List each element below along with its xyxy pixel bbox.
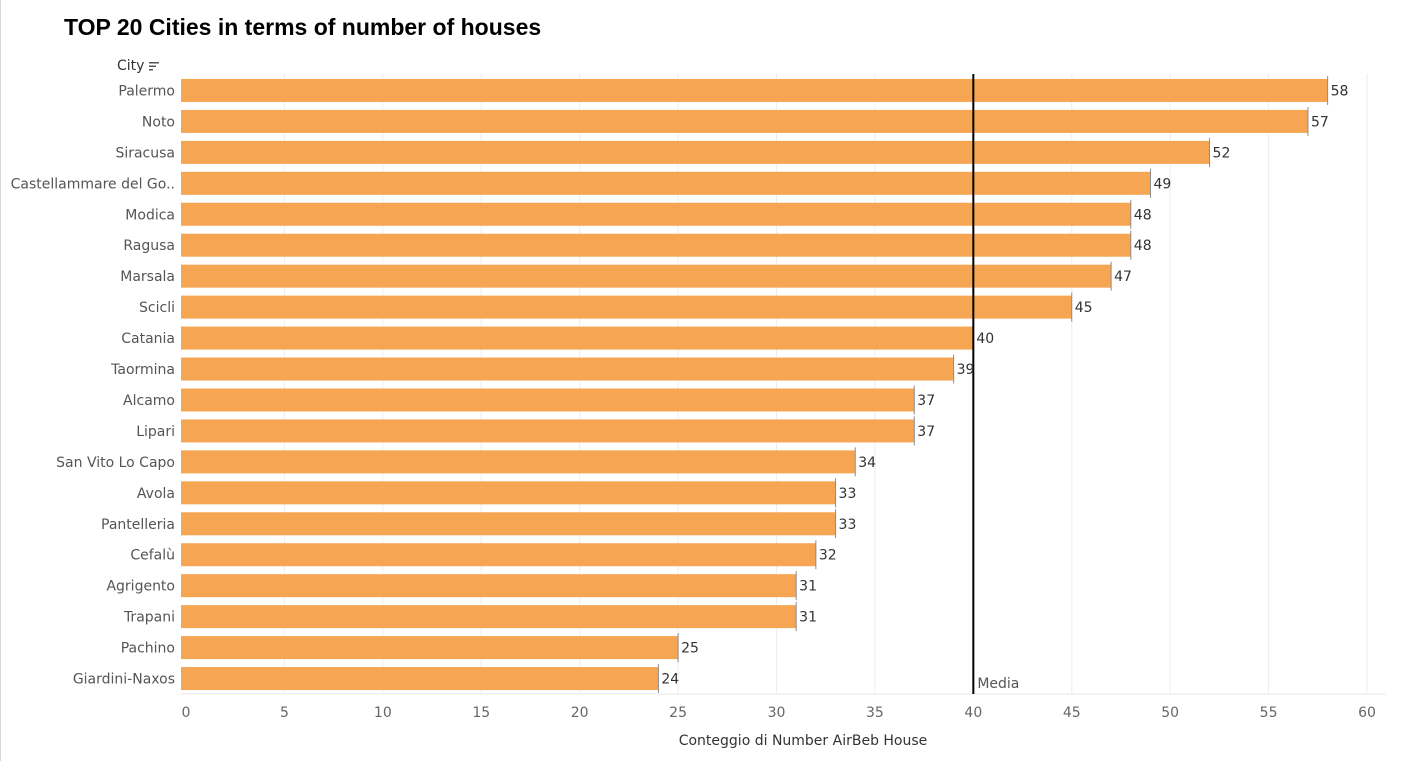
x-tick-label: 0 — [182, 705, 191, 721]
category-label: Siracusa — [115, 145, 175, 161]
row-header-city[interactable]: City — [117, 58, 144, 74]
bar[interactable] — [181, 357, 954, 381]
bars-layer — [181, 75, 1329, 694]
bar[interactable] — [181, 636, 679, 660]
data-label: 58 — [1331, 83, 1349, 99]
bar[interactable] — [181, 667, 659, 691]
category-label: Trapani — [123, 610, 175, 626]
x-tick-label: 35 — [866, 705, 884, 721]
category-label: Avola — [137, 486, 175, 502]
category-label: Castellammare del Go.. — [11, 176, 175, 192]
data-label: 31 — [799, 579, 817, 595]
chart-title: TOP 20 Cities in terms of number of hous… — [64, 14, 542, 40]
left-border — [0, 0, 1, 761]
category-label: Alcamo — [123, 393, 175, 409]
category-label: Catania — [121, 331, 175, 347]
data-label: 33 — [839, 517, 857, 533]
bar[interactable] — [181, 574, 797, 598]
x-tick-label: 25 — [669, 705, 687, 721]
category-label: Giardini-Naxos — [73, 672, 175, 688]
labels-layer: 0 5 10 15 20 25 30 35 40 45 50 55 60 Palermo 58 Noto 57 S… — [11, 83, 1376, 721]
bar[interactable] — [181, 109, 1308, 133]
data-label: 57 — [1311, 114, 1329, 130]
data-label: 48 — [1134, 207, 1152, 223]
category-label: San Vito Lo Capo — [56, 455, 175, 471]
category-label: Lipari — [136, 424, 175, 440]
reference-line-layer: Media — [972, 74, 1019, 694]
category-label: Modica — [125, 207, 175, 223]
data-label: 25 — [681, 641, 699, 657]
bar[interactable] — [181, 295, 1072, 319]
x-tick-label: 30 — [768, 705, 786, 721]
data-label: 24 — [661, 672, 679, 688]
bar[interactable] — [181, 202, 1131, 226]
x-tick-label: 15 — [472, 705, 490, 721]
bar[interactable] — [181, 543, 816, 567]
x-tick-label: 10 — [374, 705, 392, 721]
data-label: 48 — [1134, 238, 1152, 254]
bar[interactable] — [181, 78, 1328, 102]
category-label: Palermo — [118, 83, 175, 99]
bar[interactable] — [181, 450, 856, 474]
category-label: Scicli — [139, 300, 175, 316]
data-label: 32 — [819, 548, 837, 564]
sort-icon[interactable] — [149, 62, 159, 71]
data-label: 45 — [1075, 300, 1093, 316]
bar[interactable] — [181, 605, 797, 629]
reference-line-label: Media — [977, 676, 1019, 692]
category-label: Agrigento — [106, 579, 175, 595]
category-label: Noto — [142, 114, 175, 130]
data-label: 33 — [839, 486, 857, 502]
category-label: Pantelleria — [101, 517, 175, 533]
x-tick-label: 50 — [1161, 705, 1179, 721]
data-label: 47 — [1114, 269, 1132, 285]
bar[interactable] — [181, 512, 836, 536]
x-tick-label: 45 — [1063, 705, 1081, 721]
data-label: 40 — [976, 331, 994, 347]
bar[interactable] — [181, 233, 1131, 257]
x-axis-title: Conteggio di Number AirBeb House — [679, 733, 928, 749]
x-tick-label: 60 — [1358, 705, 1376, 721]
bar[interactable] — [181, 388, 915, 412]
x-tick-label: 55 — [1260, 705, 1278, 721]
x-tick-label: 40 — [964, 705, 982, 721]
data-label: 37 — [917, 393, 935, 409]
category-label: Taormina — [110, 362, 175, 378]
grid-layer — [181, 74, 1386, 695]
data-label: 49 — [1153, 176, 1171, 192]
category-label: Ragusa — [123, 238, 175, 254]
bar[interactable] — [181, 140, 1210, 164]
category-label: Pachino — [121, 641, 175, 657]
category-label: Marsala — [120, 269, 175, 285]
category-label: Cefalù — [130, 548, 175, 564]
bar[interactable] — [181, 419, 915, 443]
data-label: 31 — [799, 610, 817, 626]
data-label: 52 — [1213, 145, 1231, 161]
bar[interactable] — [181, 326, 974, 350]
x-tick-label: 5 — [280, 705, 289, 721]
x-tick-label: 20 — [571, 705, 589, 721]
bar[interactable] — [181, 481, 836, 505]
bar[interactable] — [181, 171, 1151, 195]
bar[interactable] — [181, 264, 1112, 288]
data-label: 37 — [917, 424, 935, 440]
data-label: 34 — [858, 455, 876, 471]
data-label: 39 — [957, 362, 975, 378]
